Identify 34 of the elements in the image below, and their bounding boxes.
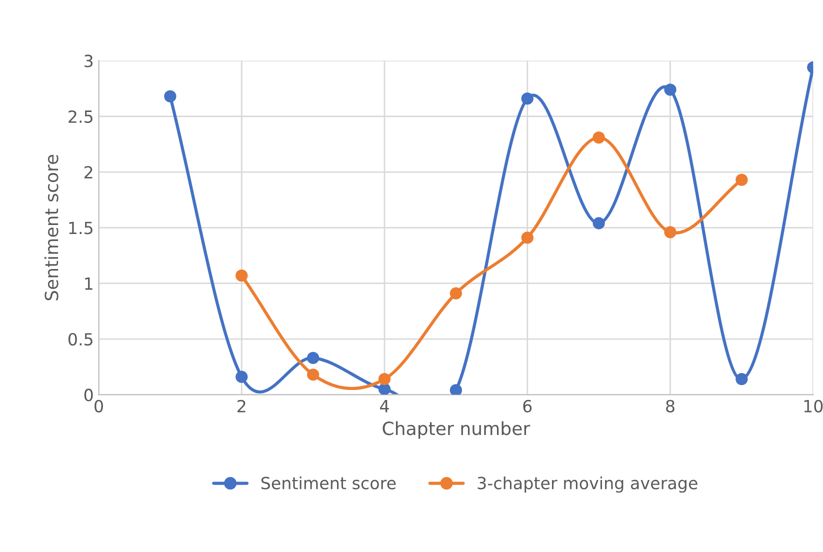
point — [521, 92, 534, 105]
y-tick-label: 0.5 — [68, 332, 92, 346]
point — [521, 232, 534, 244]
x-tick-label: 8 — [666, 400, 674, 412]
point — [450, 287, 462, 300]
y-tick-label: 1.5 — [69, 222, 92, 234]
x-tick-label: 0 — [94, 400, 103, 412]
legend-label: Sentiment score — [261, 476, 396, 490]
point — [236, 269, 248, 282]
y-tick-label: 1 — [85, 278, 92, 290]
point — [736, 373, 748, 386]
point — [306, 368, 320, 381]
x-tick-label: 2 — [238, 400, 246, 412]
x-tick-label: 6 — [523, 400, 532, 412]
point — [664, 226, 676, 238]
y-axis-title: Sentiment score — [44, 154, 58, 300]
point — [592, 131, 605, 144]
point — [164, 90, 176, 102]
y-tick-label: 3 — [84, 54, 93, 68]
point — [592, 217, 605, 230]
point — [306, 352, 320, 364]
x-axis-title: Chapter number — [382, 421, 530, 439]
point — [664, 84, 676, 96]
x-tick-label: 4 — [380, 400, 389, 412]
point — [736, 174, 748, 186]
y-tick-label: 2.5 — [68, 110, 92, 123]
point — [236, 370, 248, 383]
point — [378, 383, 391, 395]
y-tick-label: 0 — [84, 388, 93, 402]
legend-label: 3-chapter moving average — [478, 476, 698, 493]
y-tick-label: 2 — [84, 166, 92, 178]
point — [378, 373, 391, 386]
x-tick-label: 10 — [804, 400, 823, 412]
point — [450, 384, 462, 395]
